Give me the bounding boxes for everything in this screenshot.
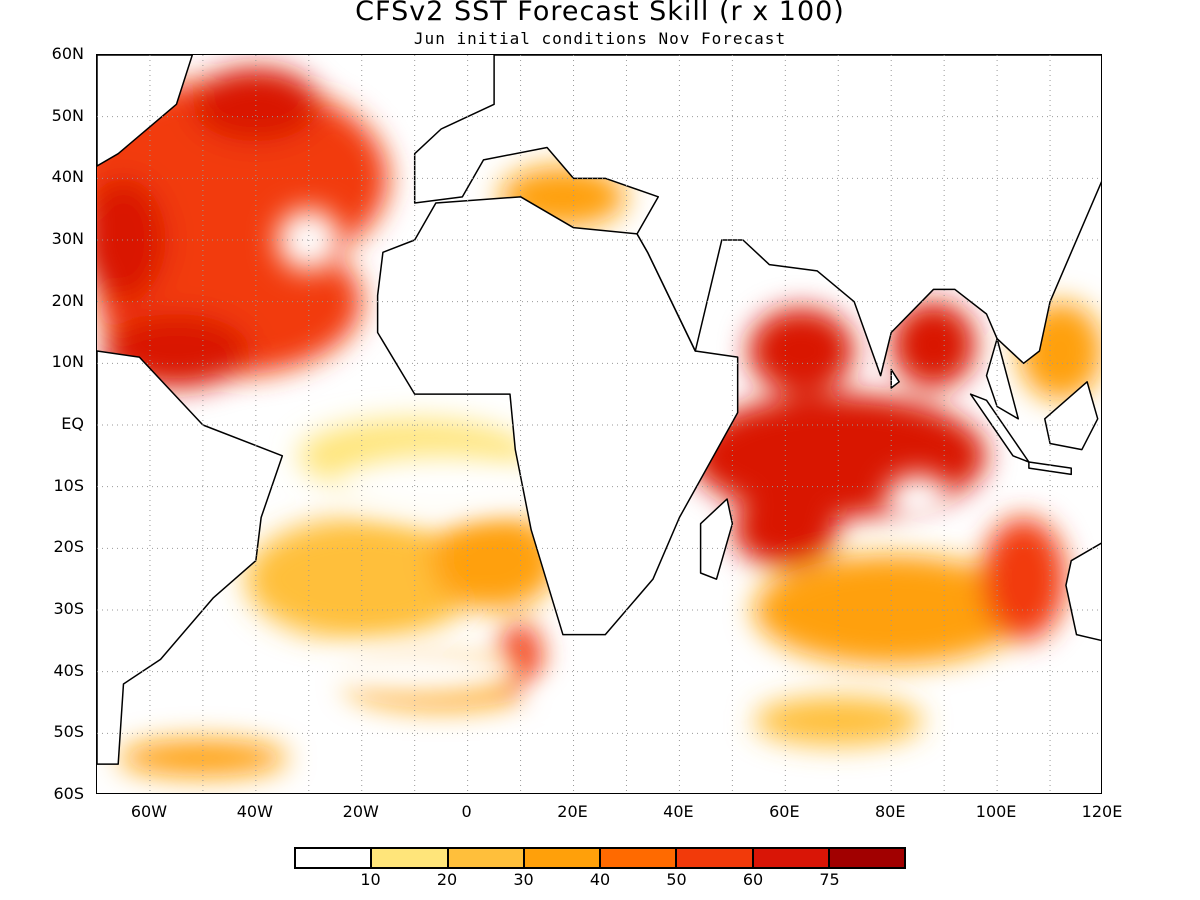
skill-region-west-atlantic-margin [97,178,166,302]
colorbar-swatch [677,849,754,867]
gridlines [97,55,1101,793]
landmasses [97,55,1101,765]
latitude-label: 40S [53,660,84,680]
latitude-label: 20S [53,537,84,557]
latitude-label: 10S [53,475,84,495]
landmass-madagascar [699,498,734,580]
colorbar-swatch [829,849,904,867]
landmass-australia [1065,542,1101,642]
latitude-label: 10N [51,352,84,372]
colorbar-label: 60 [742,870,764,889]
colorbar-label: 40 [589,870,611,889]
low-skill-region-2 [520,665,733,740]
skill-region-bay-of-bengal [891,301,976,388]
landmass-sri-lanka [890,368,900,389]
longitude-label: 20W [342,802,379,821]
low-skill-region-0 [335,455,548,518]
landmass-africa [376,196,739,636]
latitude-label: EQ [61,414,84,433]
latitude-label: 60S [53,784,84,803]
skill-region-nw-atlantic-core [192,67,320,142]
colorbar-label: 75 [819,870,840,889]
map-plot-area [96,54,1102,794]
landmass-europe-asia [413,55,1101,377]
skill-map [97,55,1101,793]
longitude-label: 120E [1081,802,1123,821]
skill-region-south-atlantic-east [430,511,558,610]
colorbar-swatch [753,849,830,867]
colorbar-label: 50 [666,870,687,889]
skill-region-southeast-indian [981,517,1066,641]
longitude-label: 80E [874,802,906,821]
colorbar-swatch [524,849,601,867]
latitude-label: 50S [53,722,84,742]
longitude-label: 0 [461,802,472,821]
latitude-label: 20N [51,290,84,310]
latitude-label: 50N [51,105,84,125]
latitude-label: 30N [51,229,84,248]
landmass-indochina-malaysia [985,337,1020,420]
latitude-label: 30S [53,599,84,618]
longitude-label: 40W [236,802,273,821]
colorbar-swatch [296,849,373,867]
colorbar-label: 30 [513,870,534,889]
colorbar-label: 20 [436,870,458,889]
landmass-borneo [1044,381,1099,451]
longitude-label: 100E [975,802,1017,821]
landmass-north-america [97,55,194,167]
skill-region-arabian-sea [748,307,855,395]
low-skill-region-3 [885,474,950,524]
latitude-label: 40N [51,167,84,187]
longitude-label: 60E [769,802,800,821]
colorbar-swatch [601,849,678,867]
colorbar-swatch [372,849,449,867]
landmass-south-america [97,350,284,765]
longitude-label: 20E [557,802,588,821]
skill-region-sw-indian [732,492,839,567]
map-title: CFSv2 SST Forecast Skill (r x 100) [355,0,845,27]
longitude-label: 40E [663,802,694,821]
skill-region-southern-ocean-3 [118,739,288,777]
latitude-label: 60N [51,44,84,63]
skill-region-south-atlantic [245,517,479,641]
colorbar [294,847,906,869]
colorbar-swatch [448,849,525,867]
low-skill-region-1 [308,647,521,697]
longitude-label: 60W [130,802,168,821]
landmass-java [1028,461,1072,476]
colorbar-label: 10 [360,870,381,889]
map-subtitle: Jun initial conditions Nov Forecast [413,29,787,48]
